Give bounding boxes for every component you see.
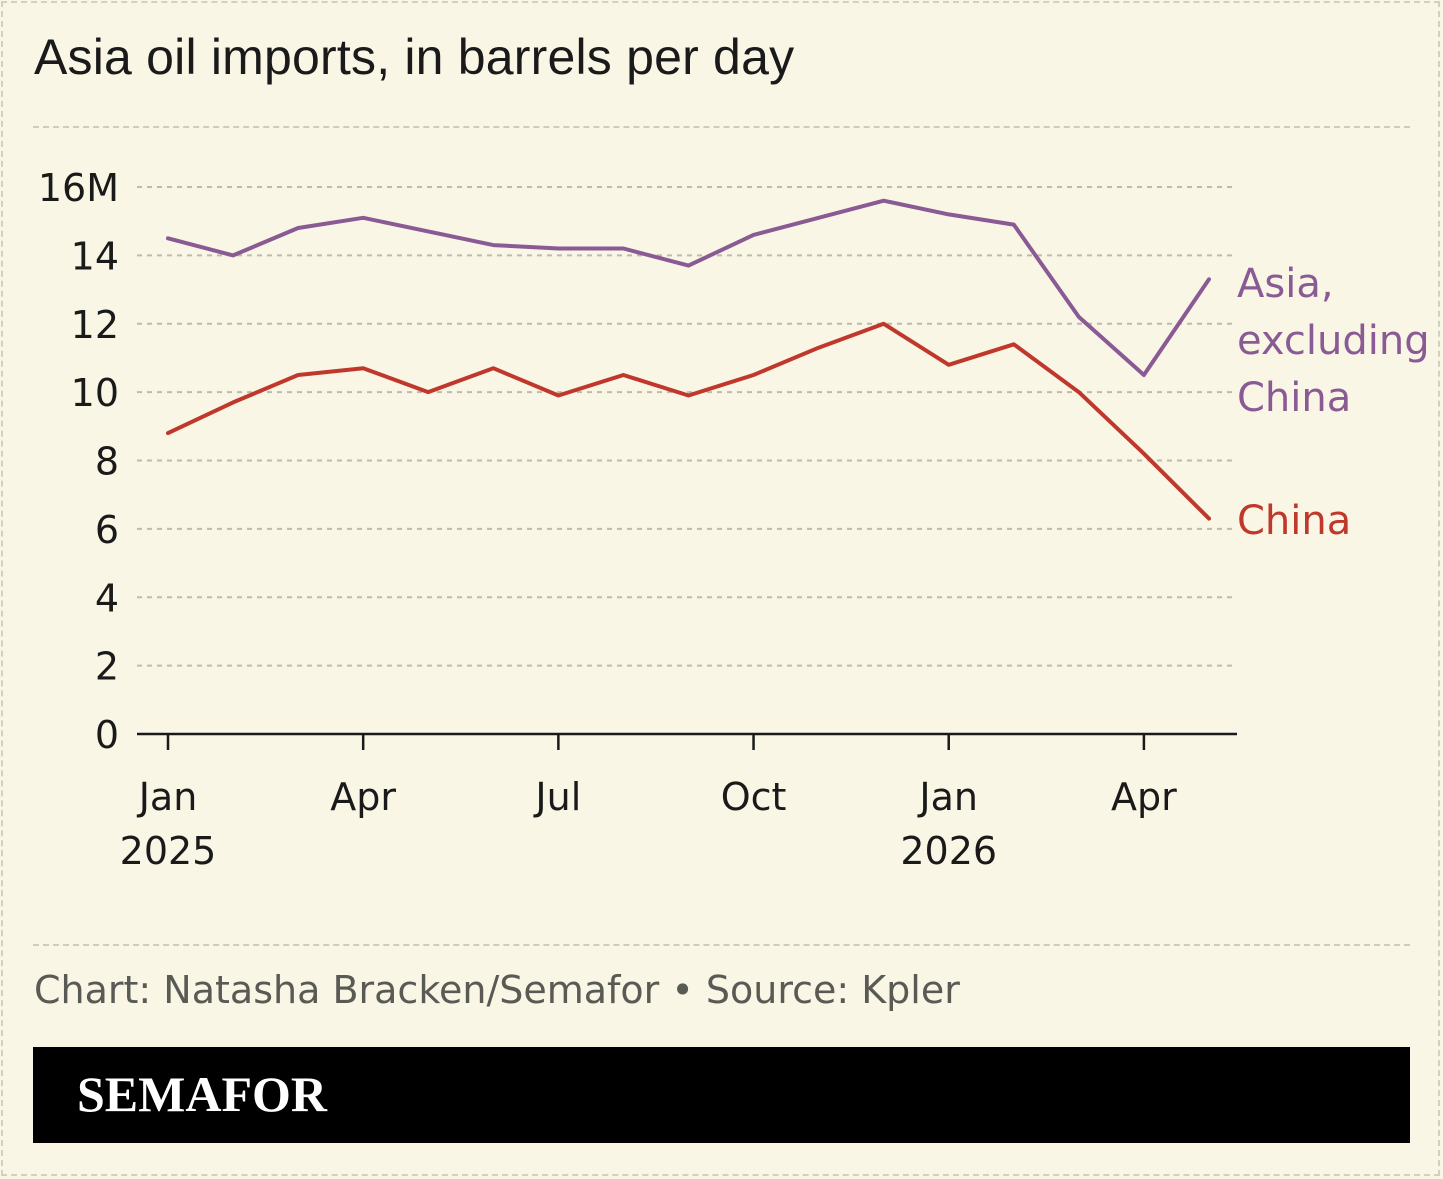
x-tick-label: Jan <box>137 775 198 819</box>
y-tick-label: 0 <box>95 713 119 757</box>
y-tick-label: 12 <box>71 303 119 347</box>
semafor-logo: SEMAFOR <box>77 1066 327 1122</box>
bottom-divider <box>33 944 1410 946</box>
y-tick-label: 8 <box>95 440 119 484</box>
line-chart: 0 2 4 6 8 10 12 14 16M Jan 2025 Apr Jul Oct Jan 2026 Ap… <box>38 166 1430 873</box>
y-tick-label: 2 <box>95 645 119 689</box>
x-tick-label: Jul <box>533 775 581 819</box>
top-divider <box>33 126 1410 128</box>
y-tick-label: 6 <box>95 508 119 552</box>
chart-title: Asia oil imports, in barrels per day <box>34 29 795 85</box>
y-tick-label: 16M <box>38 166 119 210</box>
china-line <box>166 321 1211 521</box>
x-tick-label: Apr <box>330 775 396 819</box>
y-axis-ticks: 0 2 4 6 8 10 12 14 16M <box>38 166 119 757</box>
asia-ex-china-label: excluding <box>1237 318 1430 364</box>
x-tick-label: Apr <box>1111 775 1177 819</box>
x-tick-label: Jan <box>917 775 978 819</box>
series-labels: Asia, excluding China China <box>1237 261 1430 544</box>
series-lines <box>166 198 1211 521</box>
brand-bar: SEMAFOR <box>33 1047 1410 1143</box>
asia-ex-china-label: China <box>1237 375 1351 421</box>
china-label: China <box>1237 498 1351 544</box>
y-tick-label: 10 <box>71 371 119 415</box>
x-tick-year-label: 2026 <box>900 829 997 873</box>
asia-ex-china-label: Asia, <box>1237 261 1334 307</box>
y-tick-label: 4 <box>95 576 119 620</box>
x-tick-label: Oct <box>721 775 787 819</box>
source-credit: Chart: Natasha Bracken/Semafor • Source:… <box>34 968 960 1012</box>
x-axis: Jan 2025 Apr Jul Oct Jan 2026 Apr <box>120 732 1237 873</box>
y-tick-label: 14 <box>71 234 119 278</box>
x-tick-year-label: 2025 <box>120 829 217 873</box>
gridlines <box>137 186 1237 667</box>
asia-ex-china-line <box>166 198 1211 377</box>
